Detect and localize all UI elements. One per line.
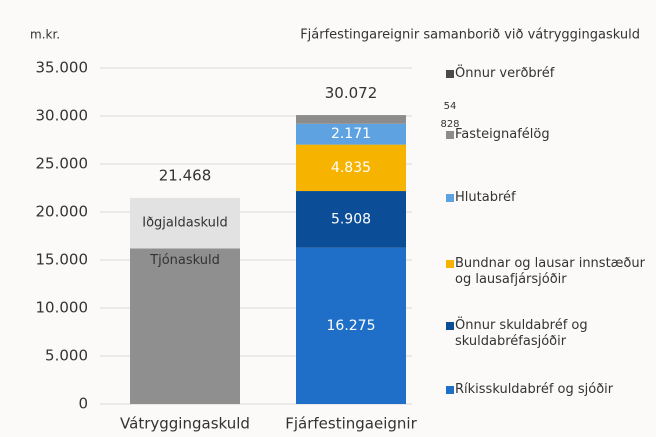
y-tick-label: 20.000 xyxy=(36,203,89,221)
legend-label: Önnur skuldabréf og skuldabréfasjóðir xyxy=(455,318,588,349)
legend-entry: Fasteignafélög xyxy=(446,127,650,143)
value-label: 2.171 xyxy=(331,126,371,142)
legend-label: Hlutabréf xyxy=(455,190,516,205)
y-axis-label: m.kr. xyxy=(30,28,60,42)
legend-entry: Önnur verðbréf xyxy=(446,66,650,82)
legend-swatch xyxy=(446,70,454,78)
bar-segment xyxy=(130,197,240,249)
legend-swatch xyxy=(446,131,454,139)
value-label: 828 xyxy=(440,119,459,130)
legend-entry: Ríkisskuldabréf og sjóðir xyxy=(446,382,650,398)
y-tick-label: 25.000 xyxy=(36,155,89,173)
legend-swatch xyxy=(446,322,454,330)
y-tick-label: 5.000 xyxy=(45,347,88,365)
legend-label: Fasteignafélög xyxy=(455,127,550,142)
legend-entry: Bundnar og lausar innstæður og lausafjár… xyxy=(446,256,650,288)
x-tick-label: Fjárfestingaeignir xyxy=(285,415,417,433)
y-tick-label: 35.000 xyxy=(36,59,89,77)
value-label: 16.275 xyxy=(327,318,376,334)
bar-segment xyxy=(296,144,406,192)
bar-segment xyxy=(296,123,406,145)
bar-segment xyxy=(296,115,406,116)
legend-label: Ríkisskuldabréf og sjóðir xyxy=(455,382,614,397)
legend-label: Önnur verðbréf xyxy=(455,66,555,81)
total-label: 30.072 xyxy=(325,84,378,102)
value-label: 54 xyxy=(444,101,457,112)
legend-label: Bundnar og lausar innstæður og lausafjár… xyxy=(455,256,645,287)
chart-title: Fjárfestingareignir samanborið við vátry… xyxy=(300,28,640,43)
value-label: 5.908 xyxy=(331,211,371,227)
segment-label: Iðgjaldaskuld xyxy=(142,216,227,231)
legend-swatch xyxy=(446,260,454,268)
bar-segment xyxy=(296,115,406,124)
y-tick-label: 30.000 xyxy=(36,107,89,125)
x-tick-label: Vátryggingaskuld xyxy=(120,415,250,433)
bar-segment xyxy=(296,191,406,248)
y-tick-label: 15.000 xyxy=(36,251,89,269)
bar-segment xyxy=(130,248,240,404)
bar-segment xyxy=(296,247,406,404)
y-tick-label: 10.000 xyxy=(36,299,89,317)
legend-swatch xyxy=(446,386,454,394)
legend-swatch xyxy=(446,194,454,202)
total-label: 21.468 xyxy=(159,166,212,184)
y-tick-label: 0 xyxy=(78,395,88,413)
legend-entry: Önnur skuldabréf og skuldabréfasjóðir xyxy=(446,318,650,350)
legend-entry: Hlutabréf xyxy=(446,190,650,206)
value-label: 4.835 xyxy=(331,160,371,176)
segment-label: Tjónaskuld xyxy=(149,253,220,268)
